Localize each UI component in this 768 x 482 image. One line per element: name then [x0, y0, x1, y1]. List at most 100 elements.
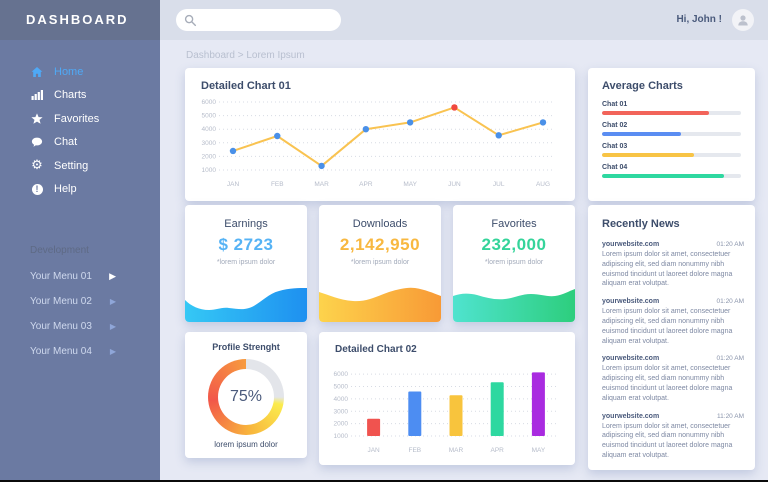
donut-percent: 75% [229, 388, 263, 405]
submenu-item-label: Your Menu 03 [30, 321, 92, 332]
sidebar: DASHBOARD Home Charts Favorites Chat ⚙ Settin… [0, 0, 160, 480]
svg-text:JAN: JAN [227, 181, 240, 188]
progress-row: Chat 02 [602, 122, 741, 136]
progress-track [602, 174, 741, 178]
svg-text:APR: APR [359, 181, 373, 188]
favorites-stat-card: Favorites 232,000 *lorem ipsum dolor [453, 205, 575, 322]
user-greeting: Hi, John ! [676, 14, 722, 25]
sidebar-submenu-item-2[interactable]: Your Menu 02 ▶ [0, 289, 160, 314]
news-body: Lorem ipsum dolor sit amet, consectetuer… [602, 365, 733, 402]
progress-track [602, 132, 741, 136]
svg-text:JAN: JAN [367, 447, 380, 454]
sidebar-item-chat[interactable]: Chat [0, 131, 160, 155]
news-timestamp: 01:20 AM [716, 298, 744, 306]
news-item[interactable]: yourwebsite.com 01:20 AM Lorem ipsum dolor… [602, 355, 744, 403]
svg-text:3000: 3000 [334, 408, 349, 415]
sidebar-item-label: Setting [54, 159, 89, 172]
search-bar[interactable] [176, 9, 341, 31]
news-body: Lorem ipsum dolor sit amet, consectetuer… [602, 251, 733, 288]
bar-chart: 1000 2000 3000 4000 5000 6000 JAN FEB MAR APR MAY [334, 371, 559, 454]
news-source: yourwebsite.com [602, 355, 660, 363]
star-icon [30, 113, 44, 125]
chart02-title: Detailed Chart 02 [335, 344, 417, 355]
sidebar-submenu-item-3[interactable]: Your Menu 03 ▶ [0, 314, 160, 339]
sidebar-item-help[interactable]: ! Help [0, 178, 160, 202]
svg-text:6000: 6000 [334, 371, 349, 378]
progress-label: Chat 01 [602, 101, 628, 108]
recently-news-card: Recently News yourwebsite.com 01:20 AM Lor… [588, 205, 755, 470]
progress-row: Chat 03 [602, 143, 741, 157]
search-input[interactable] [197, 14, 333, 26]
average-charts-card: Average Charts Chat 01 Chat 02 Chat 03 Chat… [588, 68, 755, 201]
svg-text:5000: 5000 [202, 113, 217, 120]
progress-label: Chat 03 [602, 143, 628, 150]
news-title: Recently News [602, 218, 680, 230]
news-item[interactable]: yourwebsite.com 01:20 AM Lorem ipsum dolor… [602, 241, 744, 289]
profile-title: Profile Strenght [212, 342, 280, 352]
news-timestamp: 11:20 AM [717, 412, 744, 420]
detailed-chart-01-card: Detailed Chart 01 1000 2000 3000 4000 5000 60… [185, 68, 575, 201]
submenu-item-label: Your Menu 02 [30, 296, 92, 307]
home-icon [30, 66, 44, 78]
stat-subtitle: *lorem ipsum dolor [484, 259, 544, 266]
app-title: DASHBOARD [0, 0, 160, 40]
svg-text:4000: 4000 [202, 126, 217, 133]
stat-value: 2,142,950 [339, 235, 421, 254]
stat-subtitle: *lorem ipsum dolor [216, 259, 276, 266]
news-item[interactable]: yourwebsite.com 11:20 AM Lorem ipsum dolor… [602, 413, 744, 461]
progress-label: Chat 04 [602, 164, 628, 171]
stat-wave-chart [319, 287, 441, 322]
stat-value: 232,000 [481, 235, 547, 254]
sidebar-item-setting[interactable]: ⚙ Setting [0, 154, 160, 178]
stat-value: $ 2723 [218, 235, 274, 254]
submenu-item-label: Your Menu 04 [30, 346, 92, 357]
downloads-stat-card: Downloads 2,142,950 *lorem ipsum dolor [319, 205, 441, 322]
progress-fill [602, 174, 725, 178]
profile-caption: lorem ipsum dolor [214, 440, 278, 449]
detailed-chart-02-card: Detailed Chart 02 1000 2000 3000 4000 5000 60… [319, 332, 575, 465]
svg-text:1000: 1000 [334, 433, 349, 440]
sidebar-item-favorites[interactable]: Favorites [0, 107, 160, 131]
sidebar-item-label: Charts [54, 89, 87, 102]
search-icon [184, 14, 197, 26]
sidebar-item-home[interactable]: Home [0, 60, 160, 84]
svg-text:MAY: MAY [403, 181, 417, 188]
svg-text:MAR: MAR [449, 447, 464, 454]
charts-icon [30, 89, 44, 101]
progress-label: Chat 02 [602, 122, 628, 129]
news-item[interactable]: yourwebsite.com 01:20 AM Lorem ipsum dolor… [602, 298, 744, 346]
news-item-header: yourwebsite.com 01:20 AM [602, 298, 744, 305]
progress-fill [602, 111, 710, 115]
sidebar-item-charts[interactable]: Charts [0, 84, 160, 108]
sidebar-submenu-item-1[interactable]: Your Menu 01 ▶ [0, 264, 160, 289]
help-icon: ! [30, 183, 44, 195]
svg-text:MAR: MAR [314, 181, 329, 188]
svg-text:JUL: JUL [493, 181, 505, 188]
chevron-right-icon: ▶ [109, 271, 116, 282]
stat-wave-chart [453, 289, 575, 322]
sidebar-menu: Home Charts Favorites Chat ⚙ Setting! Help [0, 40, 160, 201]
news-item-header: yourwebsite.com 01:20 AM [602, 241, 744, 248]
sidebar-submenu-item-4[interactable]: Your Menu 04 ▶ [0, 339, 160, 364]
stat-title: Favorites [491, 218, 537, 230]
sidebar-item-label: Help [54, 183, 77, 196]
chevron-right-icon: ▶ [109, 297, 116, 306]
news-body: Lorem ipsum dolor sit amet, consectetuer… [602, 308, 733, 345]
avatar[interactable] [732, 9, 754, 31]
news-timestamp: 01:20 AM [716, 355, 744, 363]
svg-text:1000: 1000 [202, 167, 217, 174]
line-chart: 1000 2000 3000 4000 5000 6000 JAN FEB MAR APR MAY J… [202, 99, 555, 188]
news-source: yourwebsite.com [602, 412, 660, 420]
progress-row: Chat 04 [602, 164, 741, 178]
news-timestamp: 01:20 AM [716, 241, 744, 248]
chevron-right-icon: ▶ [109, 347, 116, 356]
sidebar-section-label: Development [30, 245, 89, 256]
svg-text:FEB: FEB [271, 181, 284, 188]
progress-list: Chat 01 Chat 02 Chat 03 Chat 04 [602, 101, 741, 185]
svg-text:2000: 2000 [334, 421, 349, 428]
stat-title: Earnings [224, 218, 268, 230]
news-list: yourwebsite.com 01:20 AM Lorem ipsum dolor… [602, 241, 744, 470]
topbar: Hi, John ! [160, 0, 768, 40]
sidebar-item-label: Chat [54, 136, 78, 149]
